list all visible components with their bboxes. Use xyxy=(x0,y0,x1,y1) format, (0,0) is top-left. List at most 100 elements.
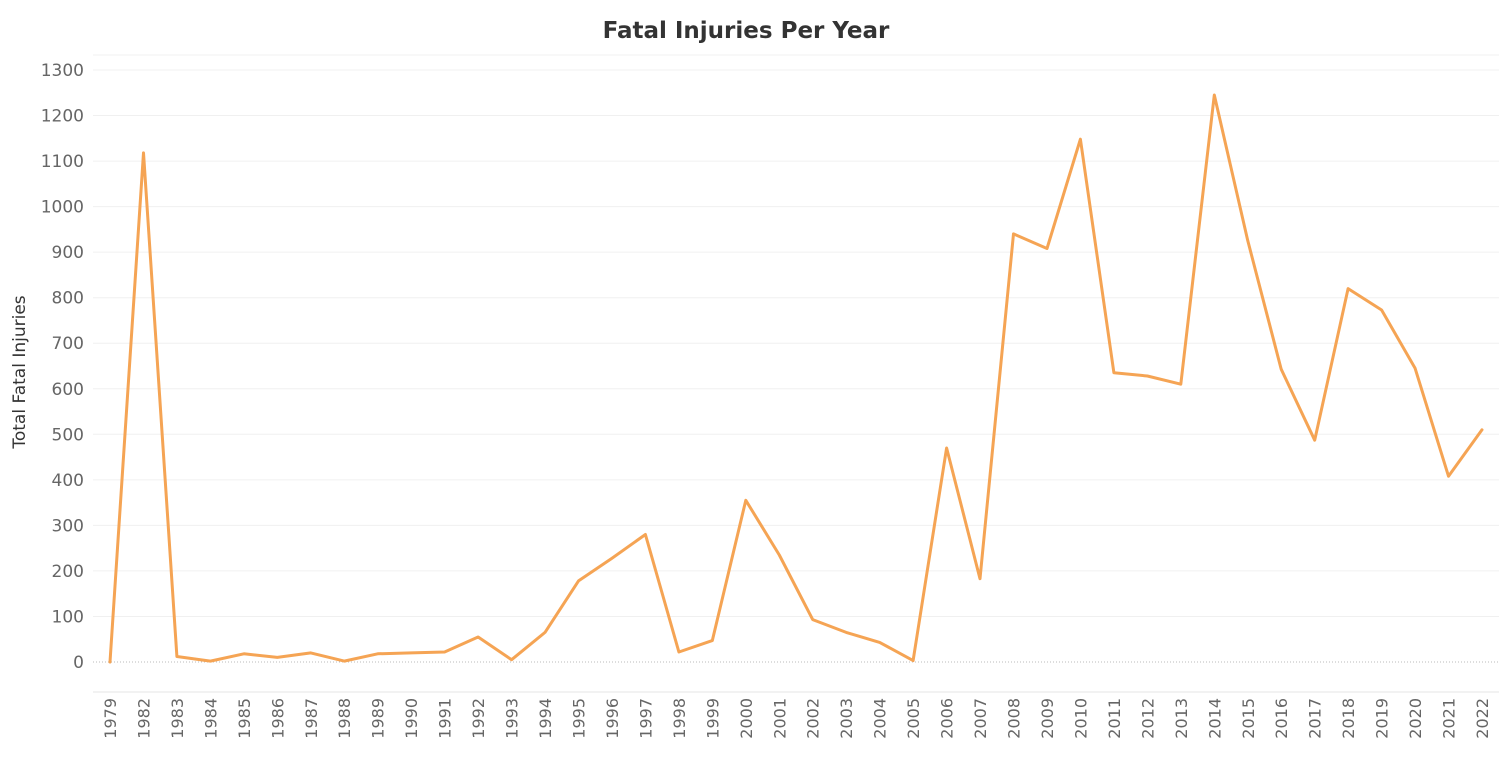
data-point xyxy=(741,495,751,505)
data-point xyxy=(507,655,517,665)
data-point xyxy=(1377,305,1387,315)
data-point xyxy=(339,656,349,666)
x-tick-label: 1979 xyxy=(101,698,120,739)
data-point xyxy=(607,553,617,563)
data-point xyxy=(1276,364,1286,374)
x-tick-label: 1996 xyxy=(603,698,622,739)
y-tick-label: 100 xyxy=(52,607,84,627)
data-point xyxy=(1009,229,1019,239)
x-tick-label: 1988 xyxy=(335,698,354,739)
x-tick-label: 2021 xyxy=(1440,698,1459,739)
x-tick-label: 1984 xyxy=(201,698,220,739)
data-point xyxy=(674,647,684,657)
x-tick-label: 1985 xyxy=(235,698,254,739)
y-tick-label: 900 xyxy=(52,243,84,263)
data-point xyxy=(406,648,416,658)
y-tick-label: 200 xyxy=(52,562,84,582)
y-tick-label: 1000 xyxy=(41,198,84,218)
data-point xyxy=(1142,371,1152,381)
data-point xyxy=(942,443,952,453)
data-point xyxy=(1444,471,1454,481)
data-point xyxy=(1209,90,1219,100)
x-tick-label: 1999 xyxy=(703,698,722,739)
data-point xyxy=(272,652,282,662)
x-tick-label: 2000 xyxy=(737,698,756,739)
data-point xyxy=(1410,363,1420,373)
x-tick-label: 2015 xyxy=(1239,698,1258,739)
x-tick-label: 2012 xyxy=(1138,698,1157,739)
x-tick-label: 2022 xyxy=(1473,698,1492,739)
data-point xyxy=(975,574,985,584)
y-tick-label: 700 xyxy=(52,334,84,354)
data-point xyxy=(640,529,650,539)
y-tick-label: 400 xyxy=(52,471,84,491)
y-tick-label: 600 xyxy=(52,380,84,400)
x-tick-label: 1987 xyxy=(302,698,321,739)
x-tick-label: 1994 xyxy=(536,698,555,739)
data-point xyxy=(1310,435,1320,445)
y-axis-ticks: 0 100 200 300 400 500 600 700 800 900 1000 1100 1200… xyxy=(41,61,84,673)
x-tick-label: 1995 xyxy=(569,698,588,739)
y-axis-label: Total Fatal Injuries xyxy=(10,295,30,449)
data-point xyxy=(172,652,182,662)
x-tick-label: 1993 xyxy=(503,698,522,739)
data-point xyxy=(1477,425,1487,435)
data-point xyxy=(908,656,918,666)
chart-title: Fatal Injuries Per Year xyxy=(603,18,890,44)
data-point xyxy=(875,637,885,647)
x-axis-ticks: 1979 1982 1983 1984 1985 1986 1987 1988 1989 1990… xyxy=(101,698,1492,739)
y-tick-label: 1100 xyxy=(41,152,84,172)
data-point xyxy=(205,656,215,666)
data-point xyxy=(373,649,383,659)
x-tick-label: 1990 xyxy=(402,698,421,739)
data-point xyxy=(105,657,115,667)
x-tick-label: 2010 xyxy=(1071,698,1090,739)
x-tick-label: 2014 xyxy=(1205,698,1224,739)
y-tick-label: 300 xyxy=(52,516,84,536)
x-tick-label: 2005 xyxy=(904,698,923,739)
data-point xyxy=(1075,134,1085,144)
data-point xyxy=(808,615,818,625)
x-tick-label: 2013 xyxy=(1172,698,1191,739)
x-tick-label: 1986 xyxy=(268,698,287,739)
x-tick-label: 2008 xyxy=(1005,698,1024,739)
x-tick-label: 2006 xyxy=(938,698,957,739)
y-tick-label: 500 xyxy=(52,425,84,445)
y-tick-label: 800 xyxy=(52,289,84,309)
data-point xyxy=(440,647,450,657)
x-tick-label: 2001 xyxy=(770,698,789,739)
data-point xyxy=(573,576,583,586)
x-tick-label: 2017 xyxy=(1306,698,1325,739)
data-point xyxy=(1042,244,1052,254)
data-point xyxy=(473,632,483,642)
x-tick-label: 2003 xyxy=(837,698,856,739)
x-tick-label: 1992 xyxy=(469,698,488,739)
data-point xyxy=(540,627,550,637)
grid-lines xyxy=(93,54,1499,693)
x-tick-label: 2002 xyxy=(804,698,823,739)
data-point xyxy=(138,148,148,158)
data-point xyxy=(1109,368,1119,378)
data-point xyxy=(707,636,717,646)
x-tick-label: 2020 xyxy=(1406,698,1425,739)
x-tick-label: 1982 xyxy=(134,698,153,739)
x-tick-label: 1983 xyxy=(168,698,187,739)
y-tick-label: 0 xyxy=(73,653,84,673)
data-point xyxy=(1176,379,1186,389)
data-point xyxy=(306,648,316,658)
data-point xyxy=(841,627,851,637)
series-line xyxy=(108,93,1484,664)
data-point xyxy=(774,550,784,560)
data-point xyxy=(1343,284,1353,294)
x-tick-label: 2019 xyxy=(1373,698,1392,739)
x-tick-label: 2009 xyxy=(1038,698,1057,739)
x-tick-label: 2016 xyxy=(1272,698,1291,739)
x-tick-label: 1998 xyxy=(670,698,689,739)
x-tick-label: 2004 xyxy=(871,698,890,739)
x-tick-label: 2018 xyxy=(1339,698,1358,739)
series-layer xyxy=(105,90,1487,667)
x-tick-label: 1991 xyxy=(436,698,455,739)
x-tick-label: 2007 xyxy=(971,698,990,739)
x-tick-label: 1989 xyxy=(369,698,388,739)
